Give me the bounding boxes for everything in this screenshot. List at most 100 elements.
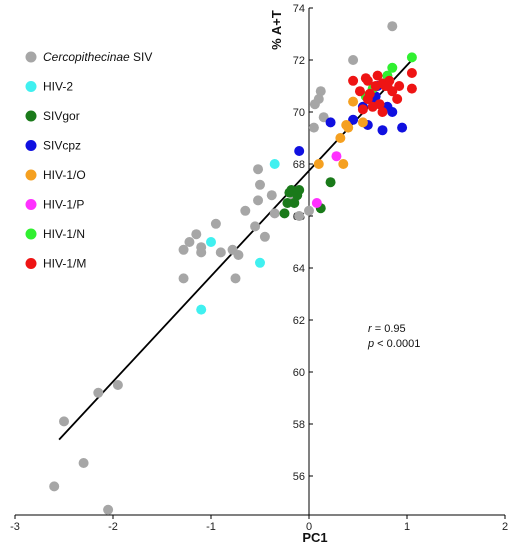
- y-tick-label: 72: [293, 55, 305, 67]
- x-tick-label: 1: [404, 521, 410, 533]
- data-point: [215, 247, 226, 258]
- data-point: [341, 120, 352, 130]
- data-point: [210, 218, 221, 229]
- data-point: [387, 62, 398, 73]
- y-tick-label: 64: [293, 263, 305, 275]
- series-hiv-1-p: [311, 151, 342, 208]
- legend-label: HIV-1/N: [43, 227, 85, 241]
- data-point: [191, 229, 202, 240]
- legend-item: HIV-1/N: [25, 227, 85, 241]
- data-point: [387, 21, 398, 32]
- data-point: [348, 114, 359, 125]
- data-point: [279, 208, 290, 219]
- data-point: [325, 177, 336, 188]
- data-point: [377, 125, 388, 136]
- data-point: [348, 75, 359, 86]
- y-tick-label: 68: [293, 159, 305, 171]
- data-point: [397, 122, 408, 133]
- data-point: [233, 250, 244, 260]
- legend-marker: [25, 81, 37, 92]
- data-point: [294, 146, 305, 156]
- legend-label: SIVgor: [43, 109, 80, 123]
- y-tick-label: 74: [293, 3, 305, 15]
- legend-item: SIVcpz: [25, 139, 81, 153]
- data-point: [206, 237, 216, 247]
- legend-label: HIV-2: [43, 80, 73, 94]
- data-point: [374, 99, 385, 110]
- legend-marker: [25, 51, 37, 63]
- legend-label: HIV-1/M: [43, 257, 86, 271]
- legend-marker: [25, 199, 37, 210]
- legend-item: HIV-1/O: [25, 168, 86, 182]
- x-tick-label: 0: [306, 521, 312, 533]
- data-point: [308, 122, 319, 133]
- stat-p: p < 0.0001: [367, 338, 420, 350]
- stat-r: r = 0.95: [368, 323, 406, 335]
- data-point: [354, 86, 365, 97]
- data-point: [103, 504, 114, 515]
- y-axis-title: % A+T: [269, 10, 284, 50]
- x-tick-label: -1: [206, 521, 216, 533]
- statistics-annotation: r = 0.95 p < 0.0001: [367, 323, 420, 350]
- data-point: [377, 107, 388, 117]
- legend-marker: [25, 258, 37, 269]
- data-point: [78, 458, 89, 468]
- series-hiv-1-o: [313, 96, 368, 169]
- legend-marker: [25, 228, 37, 240]
- data-point: [240, 205, 251, 216]
- data-point: [372, 70, 383, 81]
- data-point: [294, 211, 305, 221]
- data-point: [318, 112, 329, 123]
- data-point: [255, 257, 265, 268]
- series-hiv-1-m: [348, 68, 417, 117]
- legend-marker: [25, 169, 37, 181]
- data-point: [253, 164, 264, 175]
- data-point: [311, 198, 322, 208]
- data-points: [49, 21, 417, 515]
- data-point: [315, 86, 326, 97]
- legend-label: HIV-1/O: [43, 168, 86, 182]
- legend-label: SIVcpz: [43, 139, 81, 153]
- data-point: [406, 83, 417, 94]
- data-point: [394, 81, 405, 91]
- data-point: [406, 52, 417, 63]
- data-point: [259, 231, 270, 242]
- data-point: [364, 88, 375, 99]
- data-point: [289, 198, 300, 208]
- data-point: [282, 198, 293, 208]
- data-point: [269, 208, 280, 219]
- data-point: [362, 75, 373, 86]
- data-point: [184, 237, 195, 247]
- data-point: [230, 273, 241, 284]
- legend: Cercopithecinae SIV HIV-2 SIVgor SIVcpz HIV-…: [25, 50, 152, 271]
- data-point: [196, 242, 207, 253]
- data-point: [93, 387, 104, 398]
- data-point: [112, 380, 123, 390]
- data-point: [392, 94, 403, 104]
- legend-label: Cercopithecinae SIV: [43, 50, 152, 64]
- data-point: [348, 96, 359, 107]
- data-point: [348, 55, 359, 65]
- y-tick-label: 70: [293, 107, 305, 119]
- data-point: [269, 159, 280, 169]
- data-point: [250, 221, 261, 232]
- y-tick-label: 62: [293, 315, 305, 327]
- data-point: [304, 205, 314, 216]
- data-point: [357, 117, 368, 128]
- y-tick-label: 60: [293, 367, 305, 379]
- data-point: [253, 195, 264, 206]
- data-point: [382, 81, 393, 91]
- data-point: [255, 179, 265, 190]
- series-hiv-2: [196, 159, 280, 315]
- x-tick-label: 2: [502, 521, 508, 533]
- x-tick-label: -3: [10, 521, 20, 533]
- legend-item: HIV-2: [25, 80, 73, 94]
- data-point: [196, 304, 207, 315]
- data-point: [357, 104, 368, 115]
- y-tick-label: 56: [293, 471, 305, 483]
- data-point: [178, 244, 189, 255]
- y-tick-label: 58: [293, 419, 305, 431]
- legend-label: HIV-1/P: [43, 198, 84, 212]
- x-tick-label: -2: [108, 521, 118, 533]
